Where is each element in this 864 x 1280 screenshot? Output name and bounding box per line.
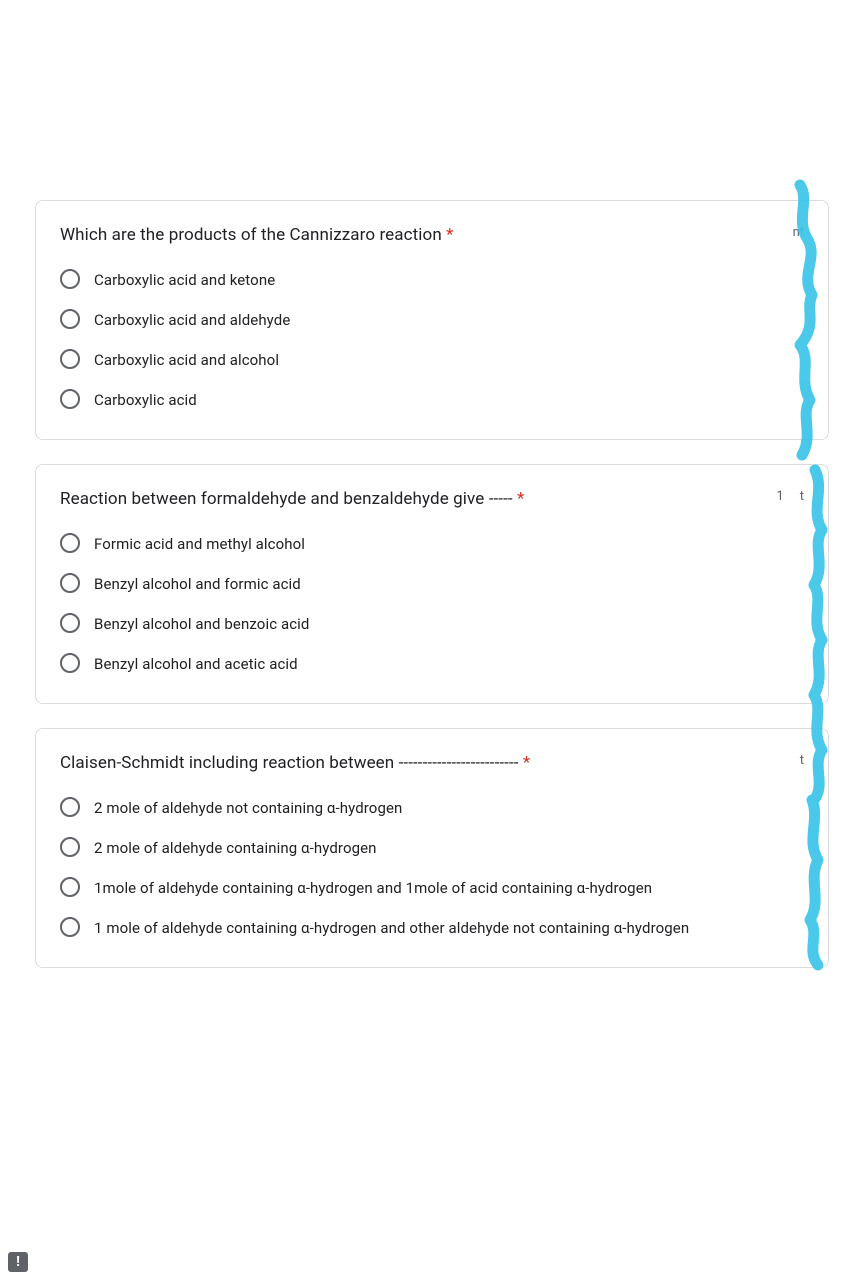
options-group: Formic acid and methyl alcohol Benzyl al… xyxy=(60,533,804,675)
option-label: Benzyl alcohol and formic acid xyxy=(94,573,301,595)
question-title: Claisen-Schmidt including reaction betwe… xyxy=(60,753,804,773)
radio-option[interactable]: 2 mole of aldehyde not containing α-hydr… xyxy=(60,797,804,819)
radio-option[interactable]: Carboxylic acid xyxy=(60,389,804,411)
radio-option[interactable]: 1 mole of aldehyde containing α-hydrogen… xyxy=(60,917,804,939)
option-label: Formic acid and methyl alcohol xyxy=(94,533,305,555)
points-label: 1 t xyxy=(776,489,804,504)
question-text: Claisen-Schmidt including reaction betwe… xyxy=(60,753,519,773)
required-mark: * xyxy=(523,753,530,773)
radio-option[interactable]: Benzyl alcohol and acetic acid xyxy=(60,653,804,675)
option-label: Carboxylic acid xyxy=(94,389,197,411)
radio-icon xyxy=(60,269,80,289)
options-group: Carboxylic acid and ketone Carboxylic ac… xyxy=(60,269,804,411)
radio-option[interactable]: Benzyl alcohol and benzoic acid xyxy=(60,613,804,635)
form-container: Which are the products of the Cannizzaro… xyxy=(0,0,864,1012)
option-label: Benzyl alcohol and benzoic acid xyxy=(94,613,310,635)
question-card: Which are the products of the Cannizzaro… xyxy=(35,200,829,440)
radio-icon xyxy=(60,613,80,633)
radio-icon xyxy=(60,573,80,593)
question-text: Reaction between formaldehyde and benzal… xyxy=(60,489,513,509)
radio-option[interactable]: Carboxylic acid and ketone xyxy=(60,269,804,291)
radio-option[interactable]: Benzyl alcohol and formic acid xyxy=(60,573,804,595)
question-card: Claisen-Schmidt including reaction betwe… xyxy=(35,728,829,968)
error-badge-icon[interactable]: ! xyxy=(8,1252,28,1272)
radio-icon xyxy=(60,797,80,817)
option-label: 2 mole of aldehyde not containing α-hydr… xyxy=(94,797,402,819)
option-label: Carboxylic acid and ketone xyxy=(94,269,275,291)
radio-option[interactable]: 2 mole of aldehyde containing α-hydrogen xyxy=(60,837,804,859)
error-badge-text: ! xyxy=(16,1254,20,1270)
question-card: Reaction between formaldehyde and benzal… xyxy=(35,464,829,704)
radio-icon xyxy=(60,533,80,553)
radio-icon xyxy=(60,877,80,897)
radio-icon xyxy=(60,389,80,409)
question-title: Reaction between formaldehyde and benzal… xyxy=(60,489,804,509)
radio-icon xyxy=(60,837,80,857)
option-label: Benzyl alcohol and acetic acid xyxy=(94,653,298,675)
radio-option[interactable]: 1mole of aldehyde containing α-hydrogen … xyxy=(60,877,804,899)
radio-icon xyxy=(60,917,80,937)
required-mark: * xyxy=(446,225,453,245)
options-group: 2 mole of aldehyde not containing α-hydr… xyxy=(60,797,804,939)
points-label: t xyxy=(800,753,804,768)
radio-option[interactable]: Carboxylic acid and aldehyde xyxy=(60,309,804,331)
radio-icon xyxy=(60,653,80,673)
option-label: Carboxylic acid and aldehyde xyxy=(94,309,290,331)
option-label: 2 mole of aldehyde containing α-hydrogen xyxy=(94,837,377,859)
radio-icon xyxy=(60,349,80,369)
radio-option[interactable]: Carboxylic acid and alcohol xyxy=(60,349,804,371)
question-title: Which are the products of the Cannizzaro… xyxy=(60,225,804,245)
option-label: Carboxylic acid and alcohol xyxy=(94,349,279,371)
radio-icon xyxy=(60,309,80,329)
required-mark: * xyxy=(517,489,524,509)
points-label: nt xyxy=(793,225,804,240)
option-label: 1mole of aldehyde containing α-hydrogen … xyxy=(94,877,652,899)
question-text: Which are the products of the Cannizzaro… xyxy=(60,225,442,245)
option-label: 1 mole of aldehyde containing α-hydrogen… xyxy=(94,917,689,939)
radio-option[interactable]: Formic acid and methyl alcohol xyxy=(60,533,804,555)
